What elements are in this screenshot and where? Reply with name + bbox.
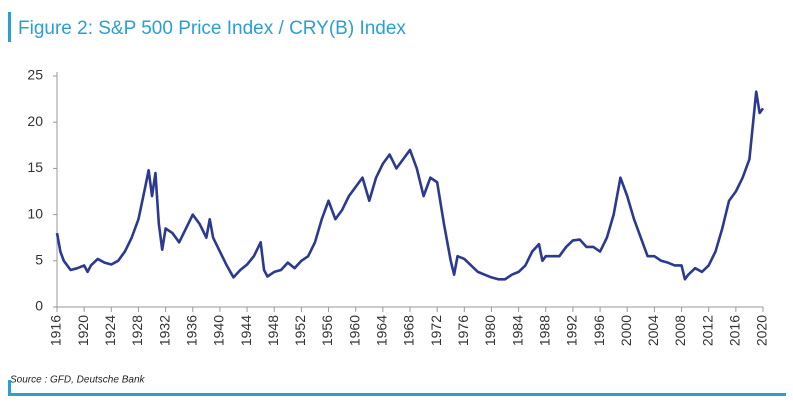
x-tick-label: 1932 [156, 315, 172, 346]
x-tick-label: 1924 [102, 315, 118, 346]
chart-title: Figure 2: S&P 500 Price Index / CRY(B) I… [18, 18, 406, 39]
x-tick-label: 1948 [265, 315, 281, 346]
footer-bar [8, 380, 11, 396]
x-tick-label: 1960 [346, 315, 362, 346]
y-tick-label: 10 [27, 205, 43, 221]
x-tick-label: 1928 [129, 315, 145, 346]
x-tick-label: 2020 [754, 315, 770, 346]
y-tick-label: 5 [35, 252, 43, 268]
x-tick-label: 1996 [591, 315, 607, 346]
y-tick-label: 25 [27, 67, 43, 83]
x-tick-label: 2016 [727, 315, 743, 346]
x-tick-label: 2004 [645, 315, 661, 346]
y-tick-label: 20 [27, 113, 43, 129]
data-line [55, 90, 765, 281]
x-tick-label: 1920 [75, 315, 91, 346]
y-tick-label: 15 [27, 159, 43, 175]
x-tick-label: 2000 [618, 315, 634, 346]
source: Source : GFD, Deutsche Bank [10, 375, 146, 386]
x-tick-label: 1964 [374, 315, 390, 346]
x-tick-label: 1992 [564, 315, 580, 346]
x-tick-label: 1984 [509, 315, 525, 346]
x-tick-label: 2012 [699, 315, 715, 346]
x-tick-label: 2008 [672, 315, 688, 346]
x-tick-label: 1980 [482, 315, 498, 346]
x-tick-label: 1936 [183, 315, 199, 346]
title-bar [8, 12, 11, 42]
x-tick-label: 1968 [401, 315, 417, 346]
x-tick-label: 1972 [428, 315, 444, 346]
x-tick-label: 1944 [238, 315, 254, 346]
x-tick-label: 1976 [455, 315, 471, 346]
x-tick-label: 1916 [48, 315, 64, 346]
x-tick-label: 1940 [211, 315, 227, 346]
x-tick-label: 1952 [292, 315, 308, 346]
y-tick-label: 0 [35, 298, 43, 314]
footer-line [8, 393, 786, 396]
x-tick-label: 1988 [536, 315, 552, 346]
x-tick-label: 1956 [319, 315, 335, 346]
